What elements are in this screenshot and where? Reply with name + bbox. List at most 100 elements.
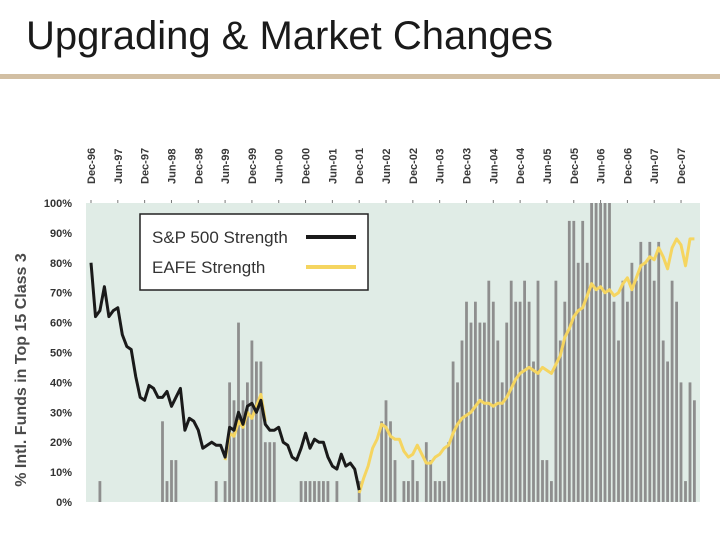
x-tick-label: Jun-03 [435,149,447,184]
x-tick-label: Jun-98 [167,149,179,184]
data-bar [174,460,178,502]
data-bar [643,262,647,502]
sp500-strength-line [89,262,361,491]
data-bar [626,301,629,502]
data-bar [483,322,486,502]
x-tick-label: Dec-98 [193,148,205,184]
data-bar [621,280,625,502]
data-bar [304,481,307,502]
title-underline [0,74,720,79]
data-bar [447,442,450,502]
x-tick-label: Dec-02 [408,148,420,184]
x-tick-label: Dec-00 [301,148,313,184]
data-bar [576,262,580,502]
x-tick-label: Jun-05 [542,149,554,184]
data-bar [567,220,571,502]
legend-label: EAFE Strength [152,258,265,277]
data-bar [572,220,576,502]
data-bar [496,340,500,502]
x-tick-label: Jun-01 [327,149,339,184]
x-tick-label: Jun-04 [488,148,500,184]
data-bar [255,361,258,502]
y-tick-label: 20% [50,437,72,449]
x-tick-label: Jun-97 [113,149,125,184]
data-bar [594,203,598,502]
data-bar [335,481,339,502]
data-bar [585,262,589,502]
x-tick-label: Dec-97 [140,148,152,184]
data-bar [170,460,173,502]
data-bar [389,421,392,502]
chart-legend: S&P 500 Strength EAFE Strength [139,213,369,291]
data-bar [514,301,518,502]
data-bar [491,301,495,502]
legend-box [139,213,369,291]
data-bar [402,481,406,502]
data-bar [299,481,303,502]
data-bar [487,280,491,502]
data-bar [608,203,611,502]
data-bar [272,442,276,502]
data-bar [545,460,549,502]
data-bar [634,280,638,502]
data-bar [161,421,164,502]
data-bar [599,203,602,502]
data-bar [541,460,544,502]
data-bar [433,481,437,502]
x-tick-label: Dec-01 [354,148,366,184]
data-bar [536,280,540,502]
data-bar [670,280,674,502]
data-bar [666,361,669,502]
data-bar [263,442,267,502]
data-bar [460,340,464,502]
data-bar [98,481,102,502]
x-tick-label: Dec-07 [676,148,688,184]
data-bar [384,400,388,502]
data-bar [268,442,272,502]
data-bar [612,301,616,502]
data-bar [693,400,696,502]
data-bar [232,400,236,502]
data-bar [214,481,218,502]
data-bar [380,421,383,502]
y-tick-label: 30% [50,407,72,419]
data-bar [326,481,330,502]
x-tick-label: Dec-96 [86,148,98,184]
fund-strength-chart: % Intl. Funds in Top 15 Class 3 0% 10% 20%… [13,147,700,509]
data-bar [322,481,325,502]
data-bar [407,481,410,502]
x-tick-label: Jun-02 [381,149,393,184]
slide-title: Upgrading & Market Changes [26,14,553,58]
data-bar [246,382,249,502]
y-tick-label: 10% [50,467,72,479]
data-bar [313,481,316,502]
x-tick-label: Dec-06 [622,148,634,184]
x-tick-label: Dec-04 [515,147,527,184]
data-bar [308,481,312,502]
data-bar [500,382,504,502]
data-bar [474,301,477,502]
y-tick-label: 90% [50,228,72,240]
data-bar [563,301,567,502]
data-bar [259,361,263,502]
data-bar [675,301,678,502]
x-tick-label: Dec-99 [247,148,259,184]
data-bar [688,382,692,502]
y-tick-label: 70% [50,288,72,300]
data-bar [684,481,687,502]
data-bar [630,262,634,502]
x-tick-label: Jun-06 [596,149,608,184]
data-bar [554,280,558,502]
data-bar [241,400,245,502]
legend-label: S&P 500 Strength [152,228,288,247]
data-bar [518,301,522,502]
data-bar [617,340,620,502]
y-tick-label: 80% [50,258,72,270]
data-bar [581,220,585,502]
x-tick-label: Jun-99 [220,149,232,184]
y-axis-label: % Intl. Funds in Top 15 Class 3 [13,253,30,487]
bar-series [98,203,696,502]
data-bar [603,203,607,502]
data-bar [465,301,468,502]
x-tick-label: Jun-00 [274,149,286,184]
